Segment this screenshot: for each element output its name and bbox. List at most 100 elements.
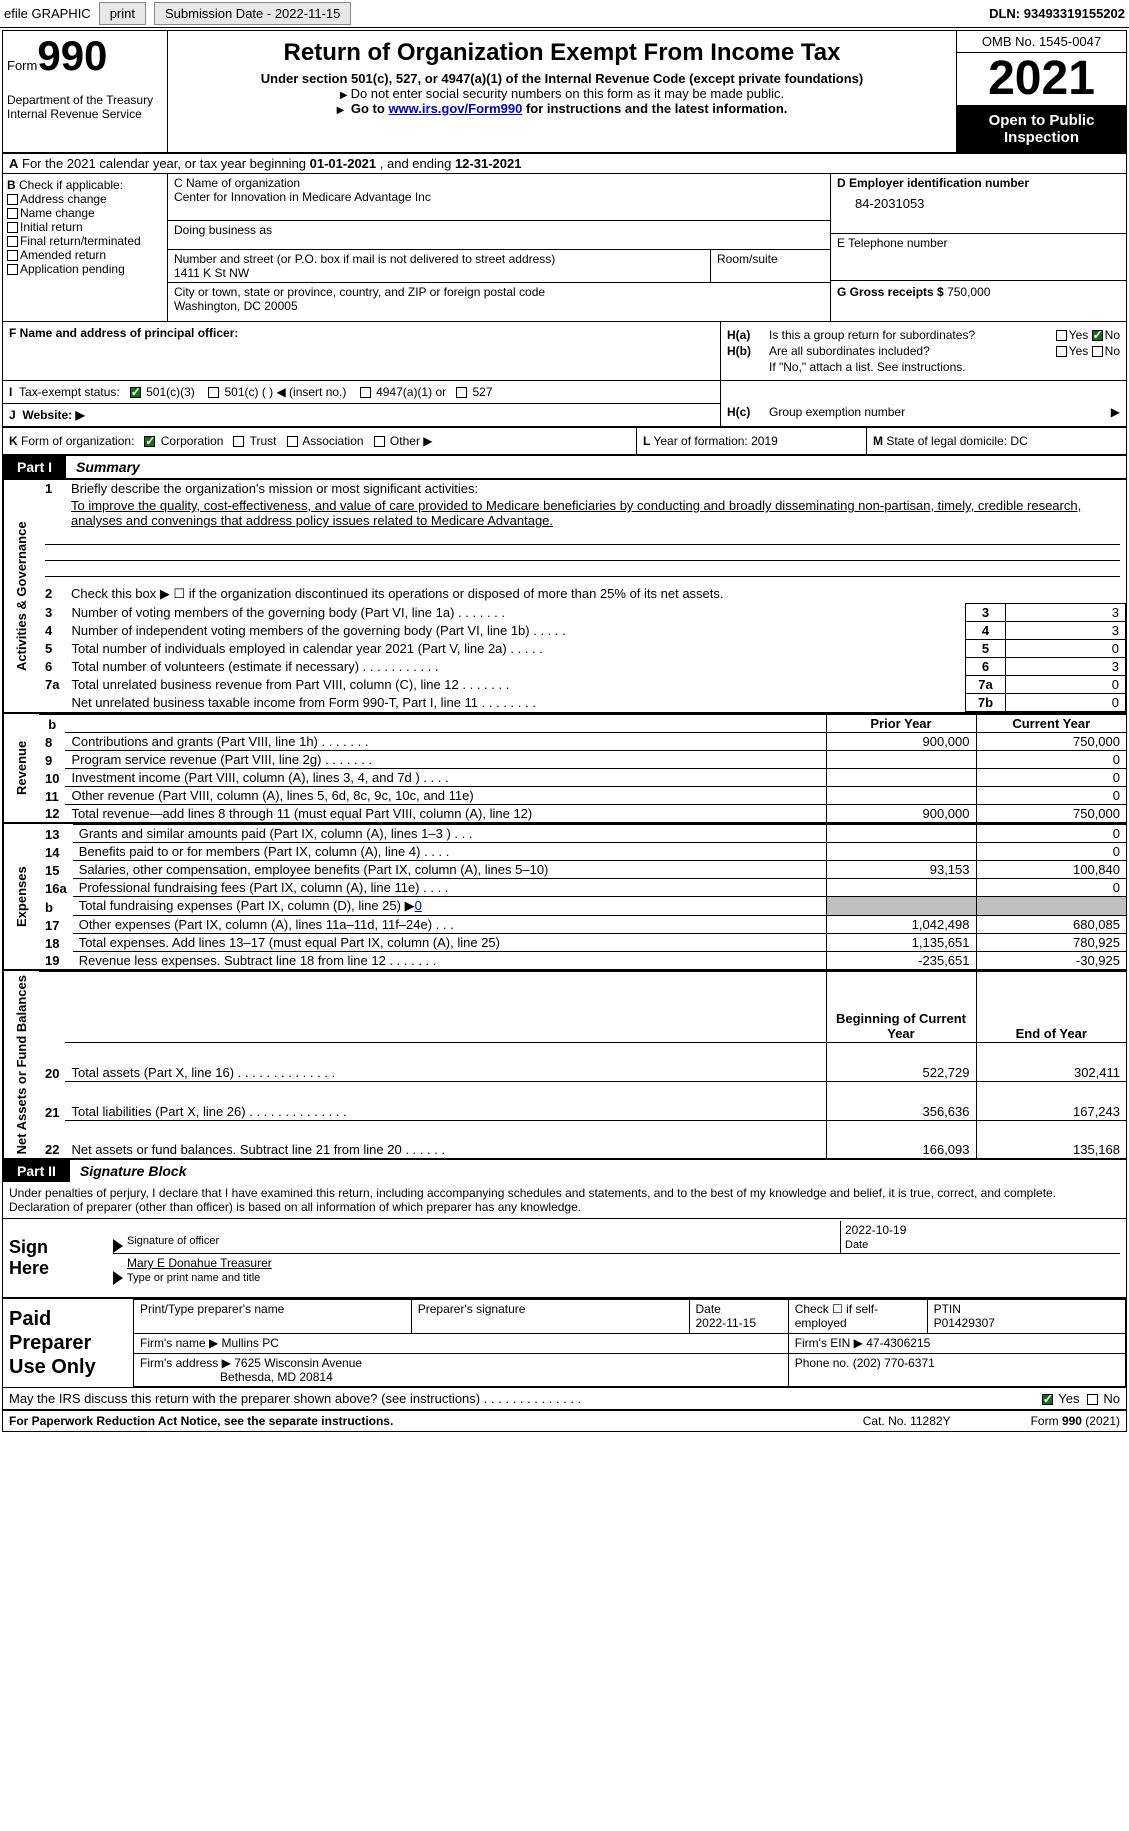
- revenue-header: bPrior YearCurrent Year: [39, 715, 1126, 733]
- sig-name-row: Mary E Donahue TreasurerType or print na…: [113, 1254, 1120, 1285]
- checkbox-icon[interactable]: [1056, 346, 1067, 357]
- checkbox-icon: [7, 236, 18, 247]
- checkbox-icon: [7, 208, 18, 219]
- line-6: 6Total number of volunteers (estimate if…: [39, 658, 1126, 676]
- footer-row: For Paperwork Reduction Act Notice, see …: [3, 1409, 1126, 1431]
- paperwork-notice: For Paperwork Reduction Act Notice, see …: [9, 1414, 863, 1428]
- activities-section: Activities & Governance 1Briefly describ…: [3, 478, 1126, 712]
- header-right: OMB No. 1545-0047 2021 Open to Public In…: [956, 31, 1126, 152]
- phone-label: E Telephone number: [837, 236, 948, 250]
- checkbox-icon[interactable]: [360, 387, 371, 398]
- submission-date-button[interactable]: Submission Date - 2022-11-15: [154, 2, 351, 25]
- dba-label: Doing business as: [174, 223, 272, 237]
- net-assets-section: Net Assets or Fund Balances Beginning of…: [3, 969, 1126, 1158]
- line-8: 8Contributions and grants (Part VIII, li…: [39, 733, 1126, 751]
- m-state-domicile: M State of legal domicile: DC: [866, 428, 1126, 454]
- line-10: 10Investment income (Part VIII, column (…: [39, 769, 1126, 787]
- address-wrap: Number and street (or P.O. box if mail i…: [168, 250, 830, 283]
- header-center: Return of Organization Exempt From Incom…: [168, 31, 956, 152]
- org-name-block: C Name of organization Center for Innova…: [168, 174, 830, 221]
- cb-address-change[interactable]: Address change: [21, 192, 163, 206]
- form-header: Form990 Department of the Treasury Inter…: [3, 31, 1126, 154]
- revenue-vlabel: Revenue: [3, 714, 39, 822]
- line-12: 12Total revenue—add lines 8 through 11 (…: [39, 805, 1126, 823]
- sig-officer-row: Signature of officer 2022-10-19Date: [113, 1221, 1120, 1254]
- city: Washington, DC 20005: [174, 299, 298, 313]
- arrow-icon: [113, 1271, 123, 1285]
- header-note-ssn: Do not enter social security numbers on …: [176, 86, 948, 101]
- room-block: Room/suite: [710, 250, 830, 283]
- line-4: 4Number of independent voting members of…: [39, 622, 1126, 640]
- tax-year: 2021: [957, 53, 1126, 106]
- checkbox-icon[interactable]: [1087, 1394, 1098, 1405]
- discuss-row: May the IRS discuss this return with the…: [3, 1387, 1126, 1409]
- checkbox-checked-icon[interactable]: [1092, 330, 1103, 341]
- checkbox-icon[interactable]: [374, 436, 385, 447]
- city-block: City or town, state or province, country…: [168, 283, 830, 321]
- checkbox-icon[interactable]: [1056, 330, 1067, 341]
- line-21: 21Total liabilities (Part X, line 26) . …: [39, 1082, 1126, 1121]
- toolbar: efile GRAPHIC print Submission Date - 20…: [0, 0, 1129, 28]
- checkbox-icon[interactable]: [208, 387, 219, 398]
- checkbox-icon[interactable]: [287, 436, 298, 447]
- irs-link[interactable]: www.irs.gov/Form990: [388, 101, 522, 116]
- line-7b: Net unrelated business taxable income fr…: [39, 694, 1126, 712]
- checkbox-checked-icon[interactable]: [130, 387, 141, 398]
- line-13: 13Grants and similar amounts paid (Part …: [39, 825, 1126, 843]
- line-2: 2Check this box ▶ ☐ if the organization …: [39, 585, 1126, 603]
- dln: DLN: 93493319155202: [989, 6, 1125, 21]
- checkbox-icon[interactable]: [456, 387, 467, 398]
- line-17: 17Other expenses (Part IX, column (A), l…: [39, 916, 1126, 934]
- cb-amended-return[interactable]: Amended return: [21, 248, 163, 262]
- checkbox-icon: [7, 194, 18, 205]
- arrow-icon: [113, 1239, 123, 1253]
- checkbox-icon[interactable]: [1092, 346, 1103, 357]
- org-name-label: C Name of organization: [174, 176, 300, 190]
- omb-number: OMB No. 1545-0047: [957, 31, 1126, 53]
- line-16b: bTotal fundraising expenses (Part IX, co…: [39, 897, 1126, 916]
- cb-name-change[interactable]: Name change: [21, 206, 163, 220]
- street: 1411 K St NW: [174, 266, 249, 280]
- line-11: 11Other revenue (Part VIII, column (A), …: [39, 787, 1126, 805]
- gross-receipts: G Gross receipts $ 750,000: [831, 281, 1126, 303]
- blank-line: [45, 545, 1120, 561]
- line-16a: 16aProfessional fundraising fees (Part I…: [39, 879, 1126, 897]
- row-ij: I Tax-exempt status: 501(c)(3) 501(c) ( …: [3, 380, 1126, 426]
- col-d-ids: D Employer identification number 84-2031…: [831, 174, 1126, 321]
- line-18: 18Total expenses. Add lines 13–17 (must …: [39, 934, 1126, 952]
- paid-preparer-label: Paid Preparer Use Only: [3, 1299, 133, 1387]
- part1-title: Summary: [66, 456, 150, 478]
- checkbox-icon: [7, 222, 18, 233]
- row-a-calendar-year: A For the 2021 calendar year, or tax yea…: [3, 154, 1126, 174]
- line-22: 22Net assets or fund balances. Subtract …: [39, 1121, 1126, 1159]
- checkbox-icon[interactable]: [233, 436, 244, 447]
- cb-initial-return[interactable]: Initial return: [21, 220, 163, 234]
- print-button[interactable]: print: [99, 2, 146, 25]
- line-14: 14Benefits paid to or for members (Part …: [39, 843, 1126, 861]
- hc-block: H(c)Group exemption number ▶: [721, 381, 1126, 425]
- sign-here-block: Sign Here Signature of officer 2022-10-1…: [3, 1218, 1126, 1297]
- blank-line: [45, 561, 1120, 577]
- net-assets-vlabel: Net Assets or Fund Balances: [3, 971, 39, 1158]
- net-header: Beginning of Current YearEnd of Year: [39, 972, 1126, 1043]
- part2-tab: Part II: [3, 1160, 70, 1182]
- checkbox-checked-icon[interactable]: [1042, 1394, 1053, 1405]
- line-3: 3Number of voting members of the governi…: [39, 604, 1126, 622]
- i-tax-exempt: I Tax-exempt status: 501(c)(3) 501(c) ( …: [3, 381, 721, 403]
- form-990: Form990 Department of the Treasury Inter…: [2, 30, 1127, 1432]
- signature-intro: Under penalties of perjury, I declare th…: [3, 1182, 1126, 1218]
- phone-block: E Telephone number: [831, 234, 1126, 281]
- cb-app-pending[interactable]: Application pending: [21, 262, 163, 276]
- ein-value: 84-2031053: [837, 196, 1120, 211]
- checkbox-checked-icon[interactable]: [144, 436, 155, 447]
- checkbox-icon: [7, 264, 18, 275]
- f-officer: F Name and address of principal officer:: [3, 322, 721, 380]
- room-label: Room/suite: [717, 252, 778, 266]
- revenue-section: Revenue bPrior YearCurrent Year 8Contrib…: [3, 712, 1126, 822]
- form-label: Form 990 (2021): [1031, 1414, 1120, 1428]
- expenses-table: 13Grants and similar amounts paid (Part …: [39, 824, 1126, 969]
- part1-header: Part I Summary: [3, 456, 1126, 478]
- governance-table: 3Number of voting members of the governi…: [39, 603, 1126, 712]
- cb-final-return[interactable]: Final return/terminated: [21, 234, 163, 248]
- mission: To improve the quality, cost-effectivene…: [39, 497, 1126, 529]
